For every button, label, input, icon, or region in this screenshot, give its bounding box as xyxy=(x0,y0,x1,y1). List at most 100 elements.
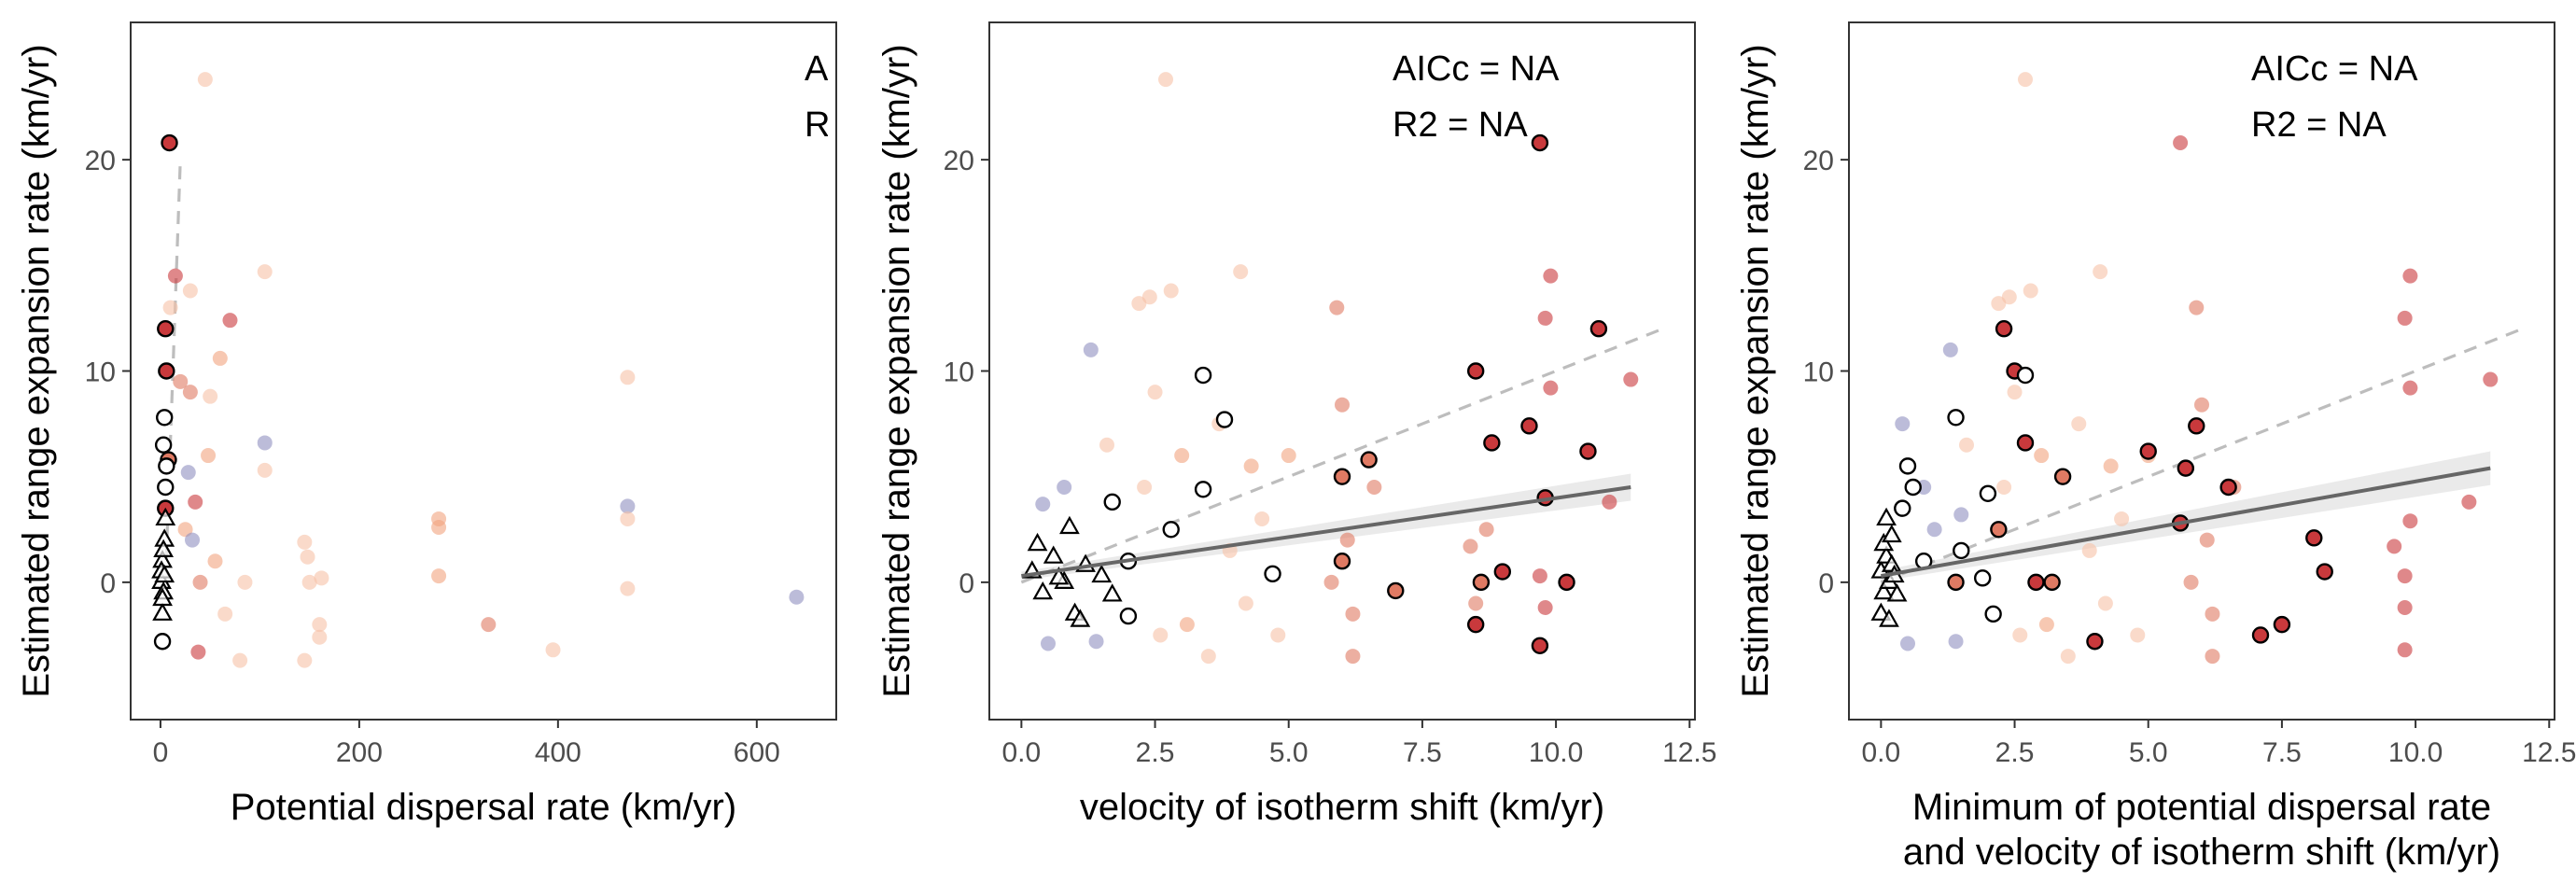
data-point xyxy=(2114,511,2130,526)
data-point xyxy=(1900,636,1915,651)
data-point xyxy=(2189,300,2205,315)
data-point xyxy=(1238,595,1253,611)
x-tick-label: 2.5 xyxy=(1136,737,1175,768)
data-point-outlined xyxy=(1483,434,1501,452)
data-point xyxy=(301,574,317,590)
data-point xyxy=(1137,480,1153,495)
data-point xyxy=(1895,416,1911,432)
data-point-open xyxy=(156,409,174,427)
data-point-open xyxy=(1894,499,1911,517)
data-point-outlined xyxy=(2305,529,2323,547)
data-point-triangle xyxy=(1032,581,1054,600)
r2-annotation: R: xyxy=(805,105,840,145)
data-point-triangle xyxy=(154,564,175,583)
data-point xyxy=(2387,539,2402,554)
x-tick-label: 2.5 xyxy=(1995,737,2035,768)
data-point xyxy=(182,385,198,400)
data-point-open xyxy=(1973,569,1992,587)
data-point-outlined xyxy=(2251,626,2270,644)
data-point-outlined xyxy=(2016,434,2035,452)
data-point xyxy=(2205,606,2220,622)
data-point-outlined xyxy=(161,133,178,152)
data-point xyxy=(2103,458,2119,474)
y-tick-label: 10 xyxy=(944,357,974,388)
data-point xyxy=(167,268,183,284)
data-point-outlined xyxy=(1531,637,1549,654)
data-point-outlined xyxy=(1995,320,2013,338)
data-point-open xyxy=(1103,493,1121,511)
data-point xyxy=(185,532,201,548)
x-tick-label: 0 xyxy=(153,737,169,768)
data-point xyxy=(1088,634,1104,650)
x-tick-label: 600 xyxy=(734,737,780,768)
data-point-outlined xyxy=(1947,573,1965,592)
data-point-outlined xyxy=(2219,478,2237,497)
y-axis-label: Estimated range expansion rate (km/yr) xyxy=(1735,44,1776,697)
data-point xyxy=(297,652,313,668)
y-axis-label: Estimated range expansion rate (km/yr) xyxy=(16,44,57,697)
data-point-triangle xyxy=(155,507,176,526)
data-point xyxy=(620,511,636,526)
y-tick-label: 10 xyxy=(1803,357,1834,388)
x-tick-label: 7.5 xyxy=(1403,737,1442,768)
data-point xyxy=(620,370,636,385)
data-point xyxy=(182,283,198,299)
data-point-open xyxy=(1947,409,1965,427)
data-point xyxy=(1532,568,1547,584)
data-point xyxy=(2007,385,2023,400)
aicc-annotation: AICc = NA xyxy=(1393,49,1560,89)
data-point xyxy=(1543,268,1559,284)
aicc-annotation: AICc = NA xyxy=(2251,49,2418,89)
data-point xyxy=(188,494,203,510)
data-point xyxy=(192,574,208,590)
data-point xyxy=(2397,568,2413,584)
data-point xyxy=(1147,385,1163,400)
y-tick-label: 20 xyxy=(944,146,974,176)
data-point xyxy=(545,642,561,658)
data-point-outlined xyxy=(2043,573,2061,592)
data-point-outlined xyxy=(1360,451,1378,469)
data-point xyxy=(257,435,273,451)
x-tick-label: 0.0 xyxy=(1862,737,1901,768)
data-point xyxy=(1345,606,1361,622)
data-point xyxy=(2402,268,2418,284)
data-point-open xyxy=(157,478,175,497)
plot-area xyxy=(1870,72,2524,665)
data-point xyxy=(1996,480,2012,495)
data-point xyxy=(481,617,497,633)
data-point-outlined xyxy=(2177,459,2195,477)
data-point xyxy=(1366,480,1382,495)
data-point-open xyxy=(158,457,175,475)
one-to-one-dashed-line xyxy=(1020,327,1664,584)
data-point xyxy=(257,264,273,280)
data-point xyxy=(2205,649,2220,665)
data-point xyxy=(197,72,213,88)
plot-area xyxy=(151,72,805,668)
data-point-triangle xyxy=(1881,524,1902,543)
x-tick-label: 5.0 xyxy=(2129,737,2168,768)
data-point-open xyxy=(1194,481,1212,498)
data-point xyxy=(1153,627,1169,643)
data-point-open xyxy=(1904,478,1922,497)
y-tick-label: 0 xyxy=(100,568,116,599)
panel-middle: AICc = NA R2 = NA 0.0 2.5 5.0 7.5 10.0 12.5 0 10 2… xyxy=(876,21,1716,828)
regression-fit-line xyxy=(1881,466,2491,579)
data-point xyxy=(1163,283,1179,299)
r2-annotation: R2 = NA xyxy=(2251,105,2387,145)
data-point xyxy=(2402,513,2418,529)
x-tick-label: 7.5 xyxy=(2262,737,2302,768)
data-point xyxy=(1335,397,1350,413)
data-point xyxy=(2173,135,2189,151)
data-point-triangle xyxy=(1027,532,1048,552)
data-point-triangle xyxy=(1059,515,1080,535)
data-point-triangle xyxy=(152,587,173,607)
annotation-group: AI R: xyxy=(805,49,840,145)
y-tick-label: 10 xyxy=(85,357,116,388)
data-point xyxy=(237,574,253,590)
data-point-open xyxy=(154,436,173,454)
y-tick-label: 0 xyxy=(1818,568,1834,599)
data-point xyxy=(1041,636,1056,651)
data-point xyxy=(232,652,248,668)
data-point xyxy=(1179,617,1195,633)
